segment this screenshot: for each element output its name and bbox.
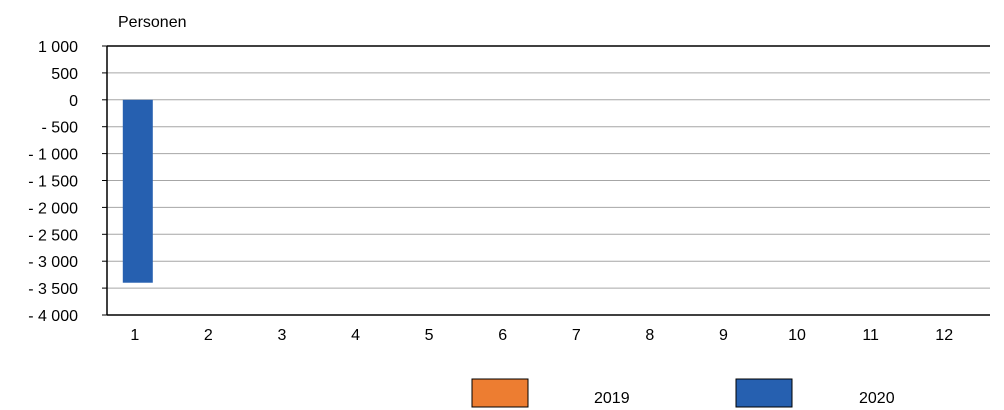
axes [106, 45, 990, 316]
x-tick-label: 9 [719, 327, 728, 344]
y-tick-label: 0 [69, 93, 78, 110]
y-tick-label: - 2 500 [28, 227, 78, 244]
y-tick-label: - 2 000 [28, 200, 78, 217]
y-tick-label: - 1 500 [28, 174, 78, 191]
y-tick-label: - 4 000 [28, 308, 78, 325]
bar-2020-1 [122, 99, 153, 283]
legend: 2019 2020 [471, 378, 895, 408]
y-tick-labels: 1 000 500 0 - 500 - 1 000 - 1 500 - 2 000 - 2 5… [28, 39, 78, 325]
legend-swatch-2020 [735, 378, 793, 408]
gridlines [102, 45, 990, 316]
y-tick-label: - 3 500 [28, 281, 78, 298]
x-tick-label: 12 [935, 327, 953, 344]
x-tick-label: 5 [425, 327, 434, 344]
x-tick-label: 10 [788, 327, 806, 344]
y-tick-label: - 3 000 [28, 254, 78, 271]
x-tick-label: 3 [278, 327, 287, 344]
legend-swatch-2019 [471, 378, 529, 408]
x-tick-label: 2 [204, 327, 213, 344]
x-tick-label: 1 [130, 327, 139, 344]
y-tick-label: 500 [51, 66, 78, 83]
x-tick-label: 6 [498, 327, 507, 344]
y-tick-label: 1 000 [38, 39, 78, 56]
x-tick-label: 11 [862, 327, 879, 344]
x-tick-label: 7 [572, 327, 581, 344]
bars [122, 99, 153, 283]
x-tick-label: 4 [351, 327, 360, 344]
x-tick-label: 8 [645, 327, 654, 344]
x-tick-labels: 1 2 3 4 5 6 7 8 9 10 11 12 [130, 327, 953, 344]
legend-label-2019: 2019 [594, 390, 630, 407]
y-axis-title: Personen [118, 14, 187, 31]
legend-label-2020: 2020 [859, 390, 895, 407]
y-tick-label: - 1 000 [28, 147, 78, 164]
y-tick-label: - 500 [42, 120, 79, 137]
